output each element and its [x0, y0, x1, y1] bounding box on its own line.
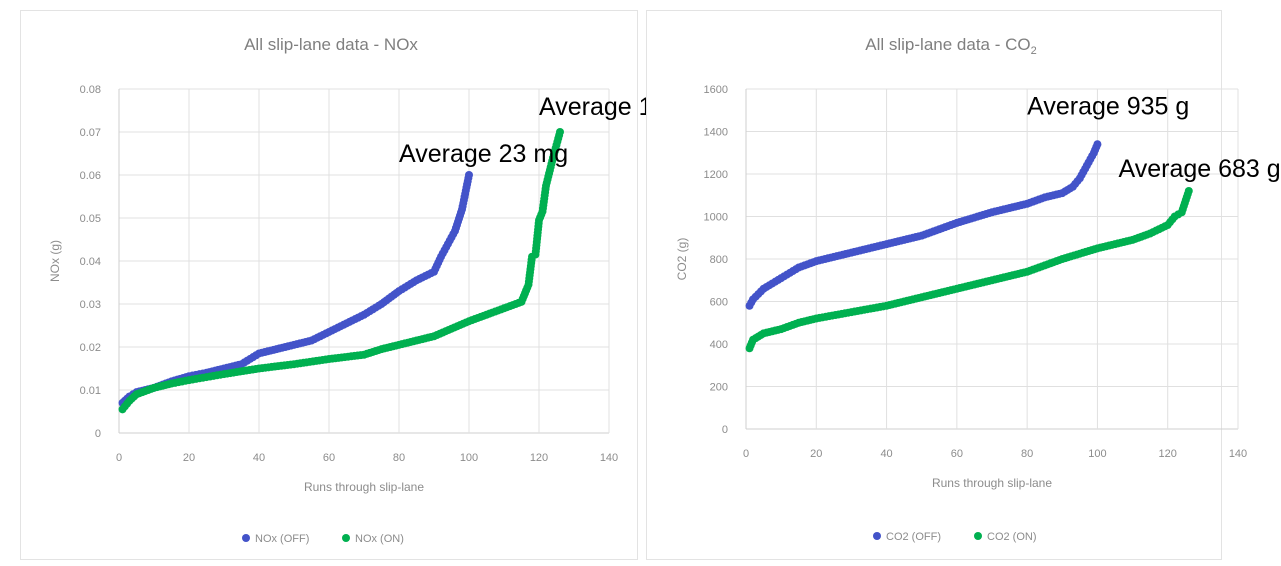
x-tick-label: 40	[880, 448, 892, 460]
x-tick-label: 20	[183, 452, 195, 464]
series-0	[745, 140, 1102, 310]
average-annotation: Average 683 g	[1119, 155, 1281, 183]
legend-label: CO2 (OFF)	[886, 531, 941, 543]
x-tick-label: 100	[460, 452, 478, 464]
y-tick-label: 600	[710, 297, 728, 309]
x-tick-label: 120	[1159, 448, 1177, 460]
y-tick-label: 0.05	[80, 213, 101, 225]
x-tick-label: 120	[530, 452, 548, 464]
legend-label: NOx (ON)	[355, 533, 404, 545]
y-tick-label: 0.01	[80, 385, 101, 397]
co2-chart: All slip-lane data - CO20200400600800100…	[675, 35, 1281, 543]
co2-chart-panel: All slip-lane data - CO2 0 200 400 600 800 100…	[646, 10, 1281, 560]
x-tick-label: 100	[1088, 448, 1106, 460]
legend-label: NOx (OFF)	[255, 533, 309, 545]
y-axis-label: CO2 (g)	[675, 238, 689, 281]
chart-title: All slip-lane data - CO2	[865, 35, 1036, 57]
y-tick-label: 0.08	[80, 84, 101, 96]
x-tick-label: 60	[323, 452, 335, 464]
x-axis-label: Runs through slip-lane	[304, 480, 424, 494]
y-tick-label: 0	[722, 424, 728, 436]
x-tick-label: 0	[116, 452, 122, 464]
x-tick-label: 40	[253, 452, 265, 464]
nox-chart: All slip-lane data - NOx 0 0.01 0.02 0.03 0.0…	[48, 35, 708, 545]
series-1	[745, 187, 1193, 353]
chart-title-subscript: 2	[1031, 45, 1037, 57]
data-point	[1184, 187, 1193, 195]
legend-marker	[873, 532, 881, 540]
y-tick-label: 0	[95, 428, 101, 440]
y-tick-label: 800	[710, 254, 728, 266]
x-tick-label: 20	[810, 448, 822, 460]
series-1	[118, 128, 564, 414]
x-axis-label: Runs through slip-lane	[932, 476, 1052, 490]
legend-marker	[342, 534, 350, 542]
x-tick-label: 0	[743, 448, 749, 460]
average-annotation: Average 23 mg	[399, 140, 568, 168]
y-tick-label: 0.06	[80, 170, 101, 182]
legend-label: CO2 (ON)	[987, 531, 1037, 543]
x-tick-label: 80	[393, 452, 405, 464]
y-tick-label: 0.04	[80, 256, 101, 268]
y-tick-label: 0.02	[80, 342, 101, 354]
data-point	[1093, 140, 1102, 149]
data-point	[556, 128, 564, 136]
chart-title: All slip-lane data - NOx	[244, 35, 418, 54]
y-tick-label: 1600	[704, 84, 728, 96]
legend-marker	[242, 534, 250, 542]
legend-marker	[974, 532, 982, 540]
y-tick-label: 1000	[704, 212, 728, 224]
y-tick-label: 0.03	[80, 299, 101, 311]
series-0	[118, 171, 473, 407]
average-annotation: Average 935 g	[1027, 93, 1189, 121]
nox-chart-panel: All slip-lane data - NOx 0 0.01 0.02 0.03 0.0…	[20, 10, 708, 560]
y-tick-label: 400	[710, 339, 728, 351]
x-tick-label: 140	[600, 452, 618, 464]
data-point	[465, 171, 473, 179]
y-axis-label: NOx (g)	[48, 240, 62, 282]
y-tick-label: 1400	[704, 127, 728, 139]
x-tick-label: 60	[951, 448, 963, 460]
y-tick-label: 200	[710, 382, 728, 394]
y-tick-label: 0.07	[80, 127, 101, 139]
x-tick-label: 140	[1229, 448, 1247, 460]
x-tick-label: 80	[1021, 448, 1033, 460]
y-tick-label: 1200	[704, 169, 728, 181]
